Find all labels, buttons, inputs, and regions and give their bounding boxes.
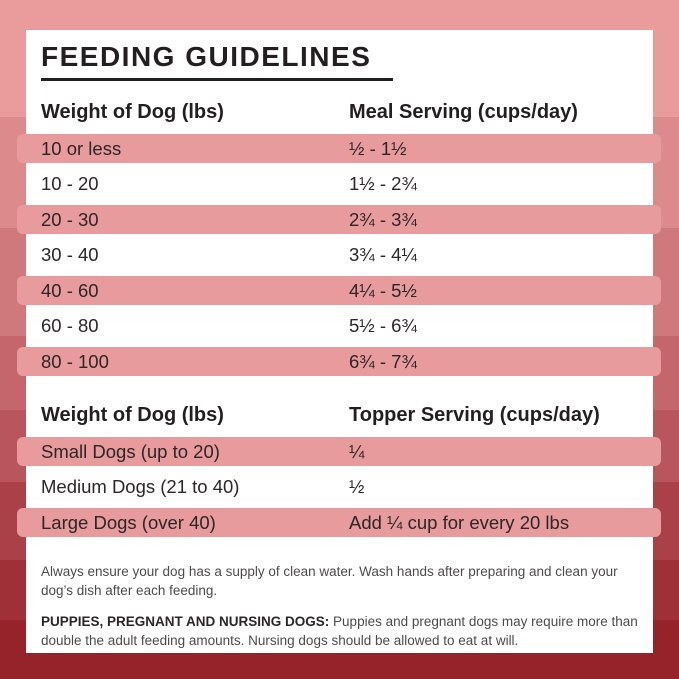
title-underline [41,78,393,81]
serving-cell: 5½ - 6¾ [349,315,417,336]
serving-cell: 3¾ - 4¼ [349,244,417,265]
topper-table-header-serving: Topper Serving (cups/day) [349,403,600,426]
footnotes: Always ensure your dog has a supply of c… [41,563,643,651]
meal-table-header-weight: Weight of Dog (lbs) [41,100,224,123]
page-title: FEEDING GUIDELINES [41,41,372,72]
topper-table-body: Small Dogs (up to 20) ¼ Medium Dogs (21 … [17,437,661,537]
meal-table-header-serving: Meal Serving (cups/day) [349,100,578,123]
weight-cell: 10 - 20 [41,173,99,194]
serving-cell: 1½ - 2¾ [349,173,417,194]
serving-cell: Add ¼ cup for every 20 lbs [349,511,570,533]
table-row: Large Dogs (over 40) Add ¼ cup for every… [17,508,661,537]
puppies-note-label: PUPPIES, PREGNANT AND NURSING DOGS: [41,613,330,629]
weight-cell: 80 - 100 [41,350,109,372]
weight-cell: 20 - 30 [41,208,99,230]
serving-cell: ¼ [349,440,365,462]
serving-cell: 6¾ - 7¾ [349,350,417,372]
table-row: 80 - 100 6¾ - 7¾ [17,347,661,376]
table-row: 40 - 60 4¼ - 5½ [17,276,661,305]
table-row: Small Dogs (up to 20) ¼ [17,437,661,466]
puppies-note-text: Puppies and pregnant dogs may require mo… [41,613,638,648]
feeding-guidelines-card: FEEDING GUIDELINES Weight of Dog (lbs) M… [17,30,661,653]
clean-water-note: Always ensure your dog has a supply of c… [41,564,618,598]
weight-cell: Small Dogs (up to 20) [41,440,220,462]
topper-table-header: Weight of Dog (lbs) Topper Serving (cups… [26,403,653,427]
serving-cell: ½ [349,476,365,497]
weight-cell: 30 - 40 [41,244,99,265]
puppies-note: PUPPIES, PREGNANT AND NURSING DOGS: Pupp… [41,613,643,651]
weight-cell: 60 - 80 [41,315,99,336]
table-row: 30 - 40 3¾ - 4¼ [17,241,661,270]
weight-cell: Large Dogs (over 40) [41,511,216,533]
serving-cell: 4¼ - 5½ [349,279,417,301]
table-row: Medium Dogs (21 to 40) ½ [17,473,661,502]
meal-table-header: Weight of Dog (lbs) Meal Serving (cups/d… [26,100,653,124]
weight-cell: Medium Dogs (21 to 40) [41,476,240,497]
table-row: 10 - 20 1½ - 2¾ [17,170,661,199]
weight-cell: 40 - 60 [41,279,99,301]
table-row: 20 - 30 2¾ - 3¾ [17,205,661,234]
table-row: 60 - 80 5½ - 6¾ [17,312,661,341]
meal-table-body: 10 or less ½ - 1½ 10 - 20 1½ - 2¾ 20 - 3… [17,134,661,376]
serving-cell: ½ - 1½ [349,137,407,159]
serving-cell: 2¾ - 3¾ [349,208,417,230]
weight-cell: 10 or less [41,137,122,159]
topper-table-header-weight: Weight of Dog (lbs) [41,403,224,426]
table-row: 10 or less ½ - 1½ [17,134,661,163]
